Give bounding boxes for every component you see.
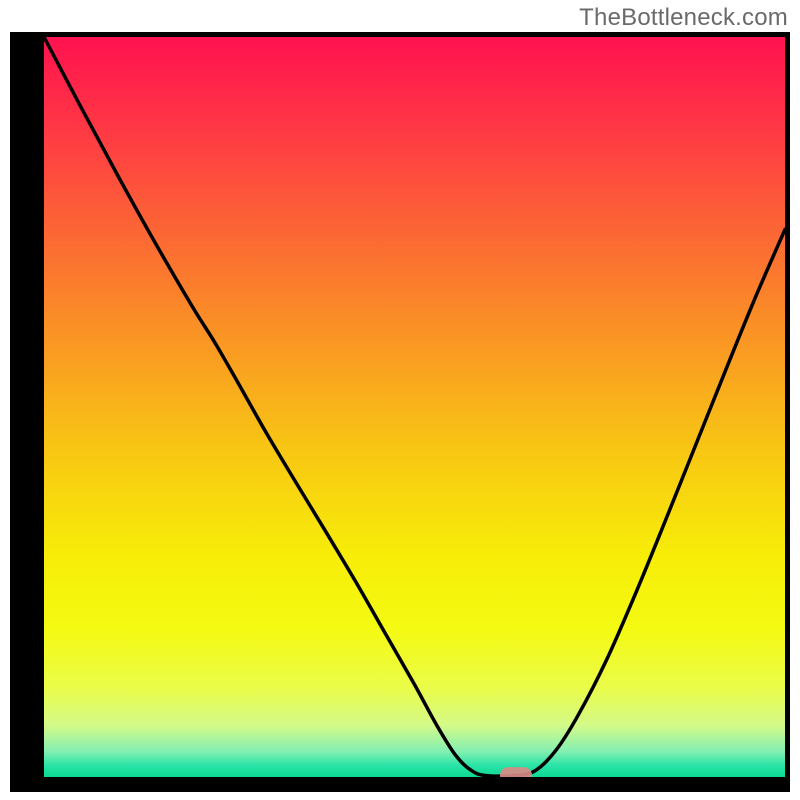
chart-frame — [10, 32, 790, 792]
gradient-background — [44, 37, 785, 777]
watermark-text: TheBottleneck.com — [579, 4, 788, 32]
bottleneck-curve-chart — [44, 37, 785, 777]
optimal-marker — [500, 767, 532, 777]
chart-plot-area — [44, 37, 785, 777]
